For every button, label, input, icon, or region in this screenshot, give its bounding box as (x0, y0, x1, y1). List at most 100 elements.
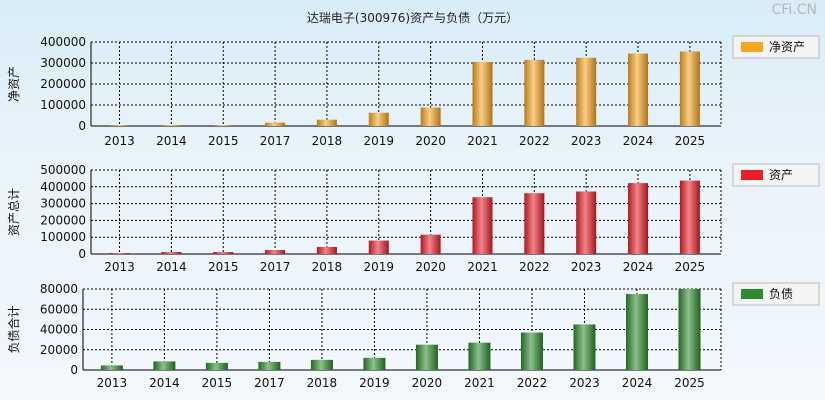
x-tick-label: 2017 (260, 260, 291, 274)
y-axis-label: 资产总计 (7, 188, 21, 236)
chart-panel-2: 0 100000 200000 300000 400000 500000 2013 2014 2… (7, 163, 722, 274)
plot-area (91, 42, 721, 126)
legend-box (732, 35, 820, 59)
y-axis-label: 负债合计 (6, 305, 21, 353)
bar-2021 (472, 197, 493, 254)
chart-title: 达瑞电子(300976)资产与负债（万元） (306, 11, 519, 25)
bar-2019 (368, 112, 389, 126)
bar-2024 (628, 183, 649, 254)
x-tick-label: 2014 (149, 376, 180, 390)
bar-2017 (265, 122, 286, 126)
legend-label: 净资产 (769, 40, 805, 54)
x-tick-label: 2013 (104, 260, 135, 274)
bar-2013 (100, 365, 123, 370)
x-tick-label: 2015 (208, 260, 239, 274)
y-tick-label: 40000 (40, 323, 78, 337)
legend-swatch (741, 170, 763, 180)
legend-swatch (741, 289, 763, 299)
y-tick-label: 500000 (40, 163, 86, 177)
x-tick-label: 2020 (415, 134, 446, 148)
y-tick-label: 0 (78, 119, 86, 133)
bar-2023 (573, 324, 596, 370)
x-tick-label: 2013 (97, 376, 128, 390)
y-tick-label: 300000 (40, 56, 86, 70)
bar-2018 (310, 359, 333, 370)
bar-2020 (420, 107, 441, 126)
bar-2021 (472, 61, 493, 127)
x-tick-label: 2013 (104, 134, 135, 148)
x-tick-label: 2015 (208, 134, 239, 148)
bar-2021 (468, 342, 491, 370)
x-tick-label: 2014 (156, 260, 187, 274)
x-tick-label: 2020 (415, 260, 446, 274)
y-tick-label: 100000 (40, 230, 86, 244)
bar-2025 (678, 289, 701, 370)
bar-2019 (363, 357, 386, 370)
x-tick-label: 2019 (364, 134, 395, 148)
plot-area (91, 170, 721, 254)
y-tick-label: 0 (70, 363, 78, 377)
legend-box (732, 282, 820, 306)
bar-2018 (316, 119, 337, 126)
legend-3: 负债 (732, 282, 820, 306)
x-tick-label: 2017 (254, 376, 285, 390)
y-tick-label: 0 (78, 247, 86, 261)
bar-2014 (161, 251, 182, 254)
chart-panel-3: 0 20000 40000 60000 80000 2013 2014 2015 2017 201… (6, 282, 722, 390)
y-tick-label: 400000 (40, 35, 86, 49)
bar-2019 (368, 240, 389, 254)
bar-2020 (420, 234, 441, 254)
x-tick-label: 2021 (467, 134, 498, 148)
y-tick-label: 300000 (40, 197, 86, 211)
x-tick-label: 2015 (202, 376, 233, 390)
legend-2: 资产 (732, 163, 820, 187)
x-tick-label: 2025 (675, 260, 706, 274)
bar-2015 (205, 362, 228, 370)
y-tick-label: 100000 (40, 98, 86, 112)
bar-2017 (265, 249, 286, 254)
y-axis-label: 净资产 (7, 66, 21, 102)
bar-2024 (628, 53, 649, 126)
y-tick-label: 80000 (40, 282, 78, 296)
legend-label: 负债 (769, 287, 793, 301)
bar-2013 (109, 252, 130, 254)
x-tick-label: 2020 (412, 376, 443, 390)
brand-watermark: CFi.CN (771, 2, 817, 18)
x-tick-label: 2018 (312, 134, 343, 148)
x-tick-label: 2019 (364, 260, 395, 274)
bar-2025 (679, 51, 700, 127)
x-tick-label: 2023 (571, 134, 602, 148)
bar-2018 (316, 246, 337, 254)
bar-2014 (161, 125, 182, 126)
plot-area (83, 289, 721, 370)
bar-2013 (109, 125, 130, 126)
x-tick-label: 2022 (517, 376, 548, 390)
x-tick-label: 2017 (260, 134, 291, 148)
x-tick-label: 2021 (464, 376, 495, 390)
chart-panel-1: 0 100000 200000 300000 400000 2013 2014 2015 201… (7, 35, 722, 148)
bar-2024 (625, 294, 648, 370)
bar-2015 (213, 125, 234, 126)
bar-2022 (524, 59, 545, 126)
bar-2025 (679, 180, 700, 254)
bar-2020 (415, 344, 438, 370)
x-tick-label: 2024 (622, 376, 653, 390)
x-tick-label: 2018 (307, 376, 338, 390)
x-tick-label: 2024 (623, 260, 654, 274)
bar-2015 (213, 251, 234, 254)
legend-1: 净资产 (732, 35, 820, 59)
legend-box (732, 163, 820, 187)
y-tick-label: 200000 (40, 77, 86, 91)
x-tick-label: 2022 (519, 134, 550, 148)
x-tick-label: 2014 (156, 134, 187, 148)
bar-2014 (153, 361, 176, 370)
x-tick-label: 2018 (312, 260, 343, 274)
bar-2017 (258, 361, 281, 370)
y-tick-label: 200000 (40, 213, 86, 227)
legend-swatch (741, 42, 763, 52)
x-tick-label: 2022 (519, 260, 550, 274)
bar-2022 (520, 332, 543, 370)
x-tick-label: 2019 (359, 376, 390, 390)
x-tick-label: 2024 (623, 134, 654, 148)
